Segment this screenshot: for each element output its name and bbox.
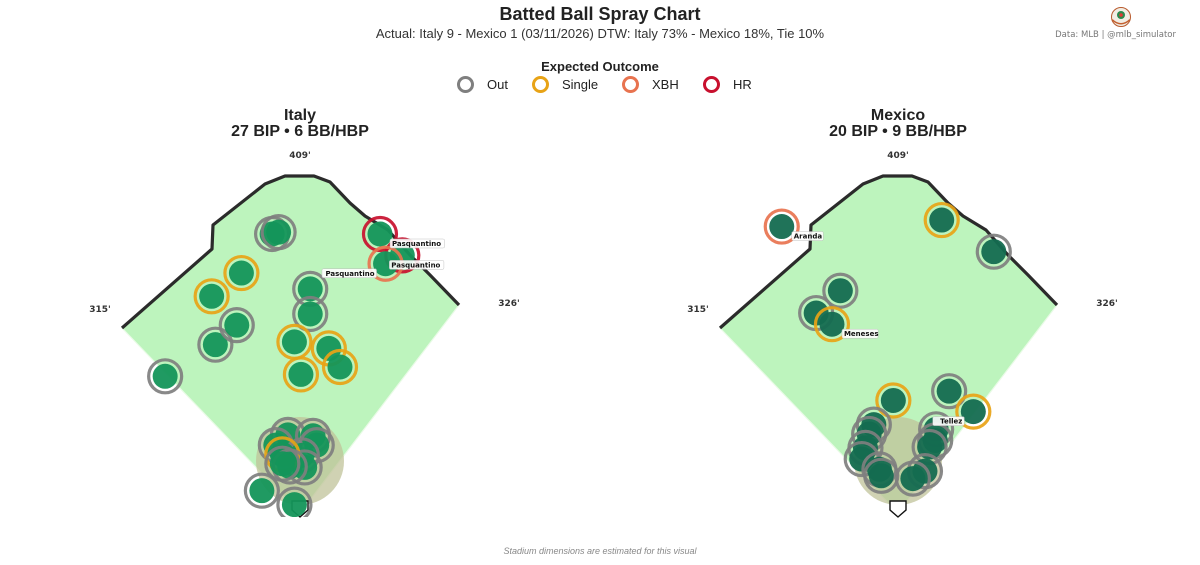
mexico-label-bg [932, 416, 965, 426]
legend-label-out: Out [487, 76, 508, 92]
mexico-ball-ring [813, 306, 851, 343]
mexico-ball-ring [822, 272, 859, 309]
italy-ball-out [281, 492, 307, 517]
italy-ball-ring [147, 358, 184, 395]
italy-field: 315' 409' 326' Pasquantino Pasquantino Pasqua… [89, 151, 520, 518]
italy-panel-title: Italy [283, 107, 316, 124]
italy-ball-ring [282, 356, 320, 393]
legend-item-hr: HR [703, 73, 752, 95]
italy-panel-subtitle: 27 BIP • 6 BB/HBP [231, 123, 369, 140]
mexico-ball-ring [975, 233, 1012, 270]
mexico-field: 315' 409' 326' Aranda Meneses Tellez [687, 151, 1118, 518]
legend-title: Expected Outcome [541, 59, 659, 74]
legend: Out Single XBH HR [450, 73, 770, 95]
mexico-ball-out [827, 278, 853, 304]
hr-ring-icon [703, 75, 720, 93]
italy-ball-out [152, 363, 178, 389]
legend-item-xbh: XBH [622, 73, 679, 95]
mexico-home-plate-icon [889, 500, 907, 518]
mexico-ball-single [929, 207, 955, 233]
italy-ball-ring [197, 326, 234, 363]
mexico-ball-ring [875, 382, 912, 419]
single-ring-icon [532, 75, 549, 93]
italy-ball-single [327, 354, 353, 380]
legend-item-out: Out [457, 73, 508, 95]
italy-ball-out [269, 451, 295, 477]
legend-label-single: Single [562, 76, 599, 92]
mexico-ball-ring [763, 208, 800, 245]
italy-ball-ring [264, 445, 301, 482]
mexico-ball-out [868, 463, 894, 489]
italy-ball-single [199, 283, 225, 309]
mexico-player-label: Meneses [844, 330, 879, 338]
mexico-ball-xbh [769, 214, 795, 240]
mexico-fence-right: 326' [1096, 299, 1118, 309]
italy-ball-ring [218, 307, 255, 344]
mexico-ball-single [819, 311, 845, 337]
italy-batted-balls [147, 214, 421, 517]
mexico-ball-out [900, 466, 926, 492]
italy-label-bg [389, 238, 445, 249]
mexico-ball-out [936, 378, 962, 404]
italy-ball-xbh [373, 251, 399, 277]
italy-label-bg [321, 268, 377, 279]
italy-ball-single [316, 335, 342, 361]
italy-ball-ring [243, 472, 280, 509]
italy-ball-hr [367, 221, 393, 247]
italy-ball-ring [276, 486, 313, 517]
italy-player-label: Pasquantino [325, 270, 374, 278]
mexico-player-label: Tellez [940, 418, 962, 426]
italy-ball-out [249, 478, 275, 504]
footer-note: Stadium dimensions are estimated for thi… [503, 546, 697, 556]
mexico-ball-ring [894, 460, 931, 497]
italy-fence-right: 326' [498, 299, 520, 309]
legend-item-single: Single [532, 73, 598, 95]
mexico-outfield-wall [718, 174, 1059, 330]
italy-fence-center: 409' [289, 151, 311, 161]
italy-ball-ring [292, 295, 329, 333]
mexico-panel-title: Mexico [870, 107, 926, 124]
italy-ball-out [202, 332, 228, 358]
italy-ball-ring [223, 254, 260, 292]
mexico-ball-ring [923, 201, 960, 239]
italy-ball-single [228, 260, 254, 286]
italy-ball-ring [260, 214, 297, 251]
mexico-outfield-grass [720, 176, 1057, 513]
mexico-fence-left: 315' [687, 305, 709, 315]
legend-label-xbh: XBH [652, 76, 679, 92]
italy-ball-out [224, 312, 250, 338]
mexico-ball-single [880, 387, 906, 413]
mexico-ball-single [960, 399, 986, 425]
italy-player-label: Pasquantino [392, 240, 441, 248]
mexico-fence-center: 409' [887, 151, 909, 161]
chart-title: Batted Ball Spray Chart [499, 4, 701, 24]
chart-subtitle: Actual: Italy 9 - Mexico 1 (03/11/2026) … [375, 26, 825, 41]
out-ring-icon [457, 75, 474, 93]
italy-label-bg [389, 260, 445, 270]
italy-player-label: Pasquantino [391, 261, 440, 269]
italy-ball-ring [193, 278, 230, 315]
mexico-ball-ring [931, 373, 968, 410]
italy-ball-ring [361, 215, 399, 253]
mexico-player-label: Aranda [794, 233, 823, 241]
mexico-label-bg [791, 231, 824, 241]
italy-ball-out [266, 219, 292, 245]
mexico-ball-out [981, 239, 1007, 265]
italy-ball-single [281, 329, 307, 355]
italy-ball-single [288, 361, 314, 387]
data-credit: Data: MLB | @mlb_simulator [1055, 30, 1176, 40]
xbh-ring-icon [622, 75, 639, 93]
mexico-ball-ring [955, 393, 992, 430]
legend-label-hr: HR [733, 76, 752, 92]
italy-ball-out [297, 276, 323, 302]
italy-ball-out [297, 301, 323, 327]
italy-ball-ring [321, 348, 359, 386]
italy-fence-left: 315' [89, 305, 111, 315]
mexico-label-bg [841, 328, 879, 339]
simulator-logo-icon [1111, 7, 1131, 32]
mexico-panel-subtitle: 20 BIP • 9 BB/HBP [829, 123, 967, 140]
